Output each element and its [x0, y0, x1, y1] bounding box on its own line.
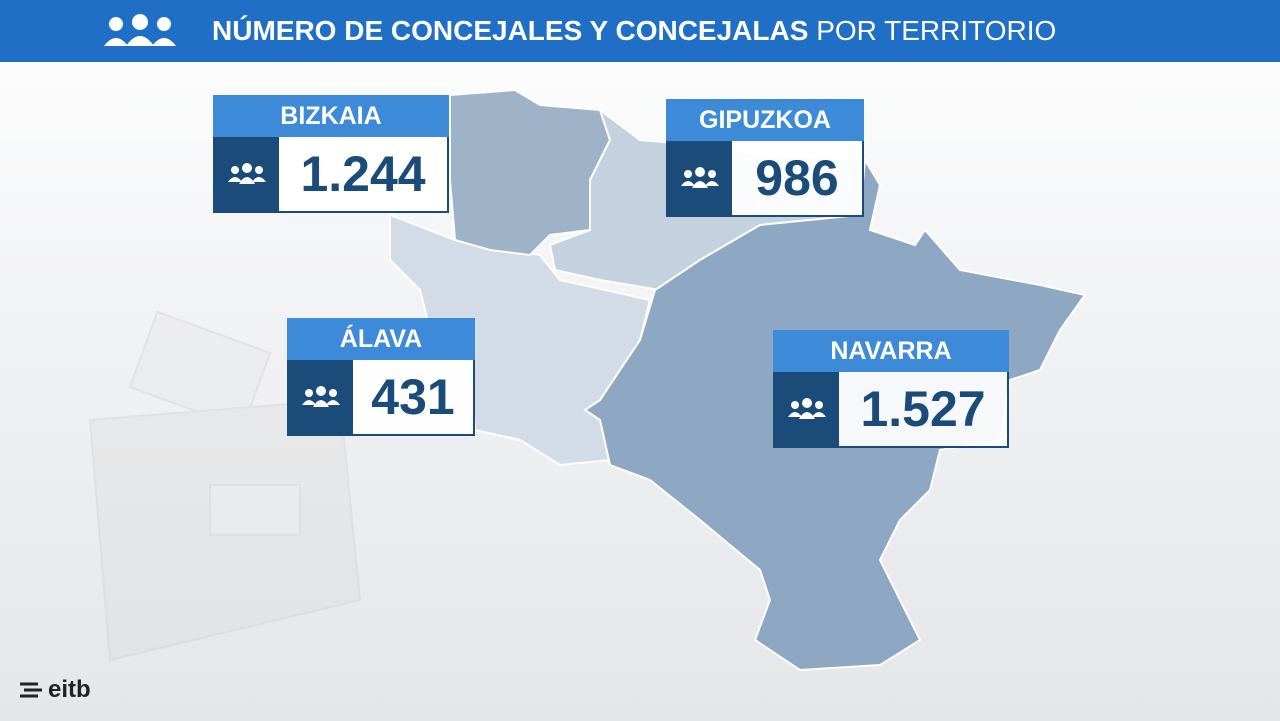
- title-regular: POR TERRITORIO: [816, 15, 1057, 46]
- region-name: GIPUZKOA: [666, 99, 864, 141]
- region-row: 986: [666, 141, 864, 217]
- icon-cell: [668, 141, 732, 215]
- region-alava: [389, 213, 652, 467]
- people-icon: [104, 14, 176, 46]
- icon-cell: [215, 137, 279, 211]
- people-icon: [228, 163, 266, 184]
- region-name: NAVARRA: [773, 330, 1009, 372]
- region-box: BIZKAIA 1.244: [213, 95, 449, 213]
- region-name: ÁLAVA: [287, 318, 475, 360]
- region-name: BIZKAIA: [213, 95, 449, 137]
- region-row: 1.244: [213, 137, 449, 213]
- region-value: 1.527: [839, 372, 1007, 446]
- region-bizkaia: [449, 88, 612, 257]
- region-value: 1.244: [279, 137, 447, 211]
- ballot-box: [88, 310, 362, 662]
- people-icon: [788, 398, 826, 419]
- region-value: 986: [732, 141, 862, 215]
- region-box: GIPUZKOA 986: [666, 99, 864, 217]
- region-value: 431: [353, 360, 473, 434]
- region-box: NAVARRA 1.527: [773, 330, 1009, 448]
- region-row: 431: [287, 360, 475, 436]
- people-icon: [681, 167, 719, 188]
- region-row: 1.527: [773, 372, 1009, 448]
- icon-cell: [775, 372, 839, 446]
- logo-mark: [20, 682, 42, 698]
- people-icon: [302, 386, 340, 407]
- icon-cell: [289, 360, 353, 434]
- header: NÚMERO DE CONCEJALES Y CONCEJALAS POR TE…: [0, 0, 1280, 62]
- region-box: ÁLAVA 431: [287, 318, 475, 436]
- logo: eitb: [48, 676, 91, 703]
- title-bold: NÚMERO DE CONCEJALES Y CONCEJALAS: [212, 15, 809, 46]
- title: NÚMERO DE CONCEJALES Y CONCEJALAS POR TE…: [212, 0, 1056, 62]
